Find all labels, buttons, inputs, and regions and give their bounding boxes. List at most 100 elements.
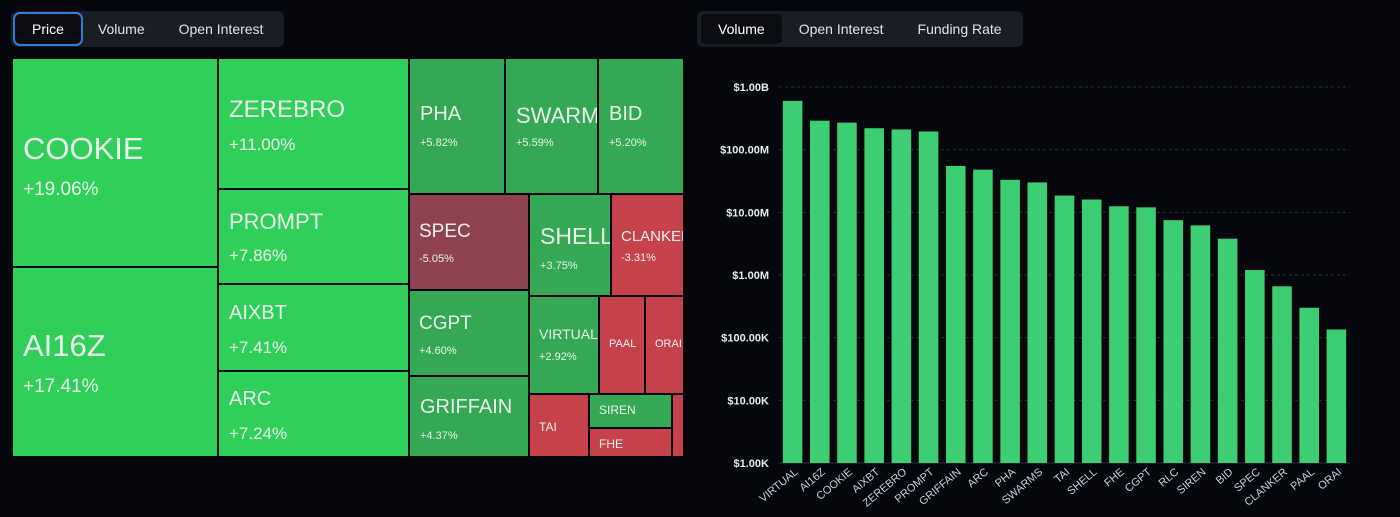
y-tick-label: $1.00M — [732, 270, 769, 282]
treemap-symbol: CLANKER — [621, 228, 683, 245]
treemap-change: +7.86% — [229, 246, 288, 265]
y-tick-label: $100.00M — [720, 145, 769, 157]
treemap-change: +19.06% — [23, 179, 99, 200]
treemap-cell-shell[interactable]: SHELL +3.75% — [529, 194, 611, 296]
treemap-symbol: SWARMS — [516, 103, 598, 128]
treemap-cell-zerebro[interactable]: ZEREBRO +11.00% — [218, 58, 409, 189]
treemap-symbol: AI16Z — [23, 328, 106, 363]
price-metric-tabs: Price Volume Open Interest — [11, 11, 285, 47]
tab-chart-open-interest[interactable]: Open Interest — [798, 21, 884, 37]
bar-prompt[interactable] — [918, 131, 939, 464]
treemap-change: +7.41% — [229, 338, 288, 357]
treemap-cell-arc[interactable]: ARC +7.24% — [218, 371, 409, 457]
treemap-cell-orai[interactable]: ORAI — [645, 296, 684, 394]
treemap-cell-griffain[interactable]: GRIFFAIN +4.37% — [409, 376, 529, 457]
treemap-symbol: AIXBT — [229, 302, 287, 324]
bar-bid[interactable] — [1217, 238, 1238, 463]
bar-paal[interactable] — [1299, 307, 1320, 463]
x-tick-label: TAI — [1052, 466, 1072, 486]
treemap-symbol: ZEREBRO — [229, 96, 346, 123]
treemap-cell-tai[interactable]: TAI — [529, 394, 589, 457]
treemap-cell-prompt[interactable]: PROMPT +7.86% — [218, 189, 409, 284]
bar-arc[interactable] — [973, 169, 993, 463]
bar-shell[interactable] — [1081, 199, 1102, 463]
treemap-change: +11.00% — [229, 135, 296, 154]
y-tick-label: $1.00K — [734, 458, 770, 470]
treemap-change: -5.05% — [419, 253, 454, 265]
bar-ai16z[interactable] — [809, 120, 830, 463]
treemap-change: +2.92% — [539, 351, 577, 363]
chart-metric-tabs: Volume Open Interest Funding Rate — [697, 11, 1023, 47]
treemap-cell-bid[interactable]: BID +5.20% — [598, 58, 684, 194]
bar-siren[interactable] — [1190, 225, 1211, 463]
treemap-cell-swarms[interactable]: SWARMS +5.59% — [505, 58, 598, 194]
bar-orai[interactable] — [1326, 329, 1347, 463]
treemap-symbol: VIRTUAL — [539, 326, 598, 342]
bar-swarms[interactable] — [1027, 182, 1048, 464]
treemap-cell-siren[interactable]: SIREN — [589, 394, 672, 428]
bar-aixbt[interactable] — [864, 128, 884, 463]
bar-virtual[interactable] — [782, 100, 803, 463]
treemap-symbol: FHE — [599, 437, 623, 451]
bar-cookie[interactable] — [837, 122, 857, 464]
y-tick-label: $1.00B — [734, 82, 770, 94]
bar-pha[interactable] — [1000, 179, 1020, 463]
tab-volume[interactable]: Volume — [97, 21, 145, 37]
y-tick-label: $10.00K — [727, 395, 769, 407]
treemap-symbol: SPEC — [419, 221, 471, 242]
treemap-cell-cgpt[interactable]: CGPT +4.60% — [409, 290, 529, 376]
bar-zerebro[interactable] — [891, 129, 912, 464]
x-tick-label: SHELL — [1065, 466, 1099, 498]
y-tick-label: $100.00K — [721, 333, 769, 345]
treemap-symbol: SIREN — [599, 403, 636, 417]
bar-rlc[interactable] — [1163, 220, 1184, 463]
bar-griffain[interactable] — [945, 165, 966, 464]
treemap-symbol: COOKIE — [23, 131, 144, 166]
chart-bars — [782, 100, 1347, 464]
treemap-change: +5.82% — [420, 137, 458, 149]
treemap-change: +4.37% — [420, 430, 458, 442]
treemap-cell-clanker[interactable]: CLANKER -3.31% — [611, 194, 684, 296]
x-tick-label: PAAL — [1289, 466, 1318, 493]
bar-cgpt[interactable] — [1136, 207, 1156, 463]
treemap-cell-virtual[interactable]: VIRTUAL +2.92% — [529, 296, 599, 394]
treemap-change: +7.24% — [229, 424, 288, 443]
treemap-cell-paal[interactable]: PAAL — [599, 296, 645, 394]
bar-fhe[interactable] — [1109, 206, 1129, 463]
y-tick-label: $10.00M — [726, 207, 769, 219]
treemap-cell-unlabeled[interactable] — [672, 394, 684, 457]
x-tick-label: VIRTUAL — [757, 466, 800, 505]
treemap-cell-fhe[interactable]: FHE — [589, 428, 672, 457]
treemap-cell-ai16z[interactable]: AI16Z +17.41% — [12, 267, 218, 457]
treemap-change: +4.60% — [419, 345, 457, 357]
treemap-symbol: BID — [609, 103, 643, 125]
treemap-symbol: ARC — [229, 388, 272, 410]
bar-tai[interactable] — [1054, 195, 1075, 463]
treemap-change: +5.59% — [516, 137, 554, 149]
tab-price[interactable]: Price — [15, 14, 81, 44]
volume-bar-chart: $1.00K $10.00K $100.00K $1.00M $10.00M $100.0… — [720, 82, 1350, 510]
treemap-symbol: PROMPT — [229, 209, 324, 234]
treemap-symbol: SHELL — [540, 223, 611, 249]
treemap-symbol: GRIFFAIN — [420, 396, 513, 418]
tab-chart-volume[interactable]: Volume — [701, 14, 782, 44]
tab-chart-funding-rate[interactable]: Funding Rate — [917, 21, 1002, 37]
treemap-cell-aixbt[interactable]: AIXBT +7.41% — [218, 284, 409, 371]
treemap-change: +5.20% — [609, 137, 647, 149]
treemap-cell-cookie[interactable]: COOKIE +19.06% — [12, 58, 218, 267]
treemap-change: +17.41% — [23, 376, 99, 397]
price-change-treemap: COOKIE +19.06% AI16Z +17.41% ZEREBRO +11.00% P… — [12, 58, 684, 457]
treemap-symbol: TAI — [539, 420, 557, 434]
bar-clanker[interactable] — [1272, 286, 1292, 463]
treemap-symbol: CGPT — [419, 313, 472, 334]
bar-spec[interactable] — [1245, 270, 1265, 463]
treemap-change: +3.75% — [540, 260, 578, 272]
chart-x-axis: VIRTUALAI16ZCOOKIEAIXBTZEREBROPROMPTGRIF… — [757, 466, 1344, 510]
x-tick-label: ARC — [965, 466, 991, 490]
treemap-cell-pha[interactable]: PHA +5.82% — [409, 58, 505, 194]
tab-open-interest[interactable]: Open Interest — [178, 21, 264, 37]
treemap-symbol: ORAI — [655, 338, 682, 350]
treemap-symbol: PAAL — [609, 338, 637, 350]
treemap-cell-spec[interactable]: SPEC -5.05% — [409, 194, 529, 290]
x-tick-label: CGPT — [1123, 466, 1154, 495]
